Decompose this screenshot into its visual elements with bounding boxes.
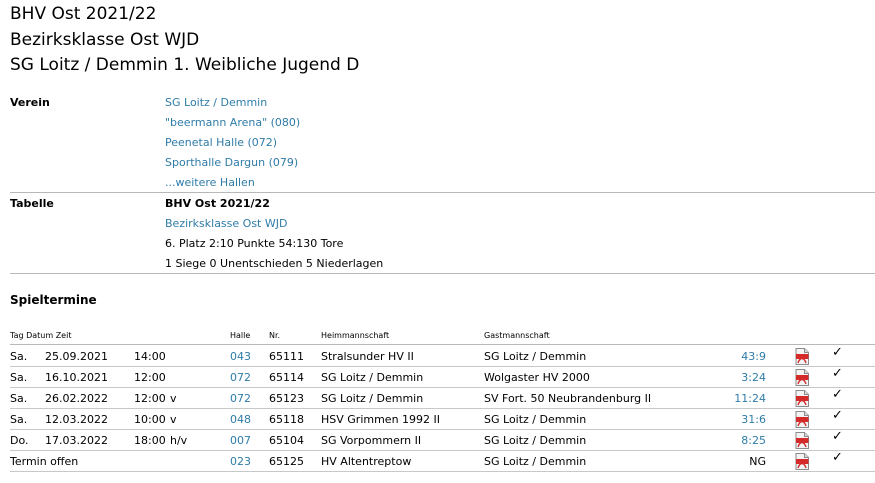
page-title-season: BHV Ost 2021/22 <box>10 4 157 24</box>
row-divider <box>10 408 875 409</box>
checkmark-icon: ✓ <box>832 366 843 381</box>
hall-link[interactable]: 007 <box>230 434 251 447</box>
divider <box>10 344 875 345</box>
game-time: 14:00 <box>134 350 166 363</box>
guest-team: SV Fort. 50 Neubrandenburg II <box>484 392 652 405</box>
hall-link[interactable]: 043 <box>230 350 251 363</box>
game-flag: v <box>170 413 177 426</box>
game-day: Sa. <box>10 392 28 405</box>
column-header-heimmannschaft: Heimmannschaft <box>321 331 390 340</box>
game-day: Do. <box>10 434 29 447</box>
hall-link[interactable]: 023 <box>230 455 251 468</box>
hall-link[interactable]: 048 <box>230 413 251 426</box>
table-row: Termin offen 023 65125 HV Altentreptow S… <box>10 450 875 472</box>
row-divider <box>10 471 875 472</box>
checkmark-icon: ✓ <box>832 429 843 444</box>
home-team: HSV Grimmen 1992 II <box>321 413 441 426</box>
checkmark-icon: ✓ <box>832 408 843 423</box>
checkmark-icon: ✓ <box>832 345 843 360</box>
pdf-file-icon[interactable] <box>795 348 809 365</box>
game-flag: v <box>170 392 177 405</box>
game-time: 12:00 <box>134 371 166 384</box>
column-header-halle: Halle <box>230 331 251 340</box>
game-number: 65114 <box>269 371 304 384</box>
game-date: 25.09.2021 <box>45 350 108 363</box>
home-team: SG Loitz / Demmin <box>321 371 424 384</box>
tabelle-position: 6. Platz 2:10 Punkte 54:130 Tore <box>165 237 344 250</box>
game-day: Sa. <box>10 371 28 384</box>
game-time: 18:00 <box>134 434 166 447</box>
home-team: SG Vorpommern II <box>321 434 422 447</box>
guest-team: SG Loitz / Demmin <box>484 434 587 447</box>
home-team: Stralsunder HV II <box>321 350 414 363</box>
game-number: 65125 <box>269 455 304 468</box>
section-title-spieltermine: Spieltermine <box>10 293 97 307</box>
game-date: 26.02.2022 <box>45 392 108 405</box>
pdf-file-icon[interactable] <box>795 369 809 386</box>
row-divider <box>10 387 875 388</box>
divider <box>10 192 875 193</box>
table-row: Do. 17.03.2022 18:00 h/v 007 65104 SG Vo… <box>10 429 875 451</box>
league-link[interactable]: Bezirksklasse Ost WJD <box>165 217 288 230</box>
column-header-gastmannschaft: Gastmannschaft <box>484 331 550 340</box>
tabelle-record: 1 Siege 0 Unentschieden 5 Niederlagen <box>165 257 384 270</box>
game-result: NG <box>749 455 766 468</box>
hall-link[interactable]: 072 <box>230 392 251 405</box>
pdf-file-icon[interactable] <box>795 390 809 407</box>
pdf-file-icon[interactable] <box>795 432 809 449</box>
table-row: Sa. 26.02.2022 12:00 v 072 65123 SG Loit… <box>10 387 875 409</box>
verein-label: Verein <box>10 96 50 109</box>
result-link[interactable]: 43:9 <box>741 350 766 363</box>
result-link[interactable]: 31:6 <box>741 413 766 426</box>
result-link[interactable]: 3:24 <box>741 371 766 384</box>
divider <box>10 273 875 274</box>
game-date: 12.03.2022 <box>45 413 108 426</box>
guest-team: Wolgaster HV 2000 <box>484 371 590 384</box>
table-row: Sa. 25.09.2021 14:00 043 65111 Stralsund… <box>10 345 875 367</box>
row-divider <box>10 366 875 367</box>
row-divider <box>10 450 875 451</box>
game-flag: h/v <box>170 434 188 447</box>
checkmark-icon: ✓ <box>832 387 843 402</box>
tabelle-label: Tabelle <box>10 197 54 210</box>
pdf-file-icon[interactable] <box>795 453 809 470</box>
column-header-tag-datum-zeit: Tag Datum Zeit <box>10 331 72 340</box>
home-team: HV Altentreptow <box>321 455 412 468</box>
more-halls-link[interactable]: ...weitere Hallen <box>165 176 255 189</box>
hall-link[interactable]: 072 <box>230 371 251 384</box>
pdf-file-icon[interactable] <box>795 411 809 428</box>
table-row: Sa. 12.03.2022 10:00 v 048 65118 HSV Gri… <box>10 408 875 430</box>
game-number: 65111 <box>269 350 304 363</box>
hall-link-peenetal[interactable]: Peenetal Halle (072) <box>165 136 278 149</box>
game-time: 10:00 <box>134 413 166 426</box>
game-time: 12:00 <box>134 392 166 405</box>
game-date: 17.03.2022 <box>45 434 108 447</box>
page-title-team: SG Loitz / Demmin 1. Weibliche Jugend D <box>10 55 360 75</box>
club-link[interactable]: SG Loitz / Demmin <box>165 96 268 109</box>
column-header-nr: Nr. <box>269 331 281 340</box>
guest-team: SG Loitz / Demmin <box>484 413 587 426</box>
hall-link-beermann[interactable]: "beermann Arena" (080) <box>165 116 301 129</box>
checkmark-icon: ✓ <box>832 450 843 465</box>
game-day: Sa. <box>10 413 28 426</box>
tabelle-season: BHV Ost 2021/22 <box>165 197 270 210</box>
game-number: 65123 <box>269 392 304 405</box>
game-day: Termin offen <box>10 455 79 468</box>
hall-link-dargun[interactable]: Sporthalle Dargun (079) <box>165 156 299 169</box>
result-link[interactable]: 11:24 <box>734 392 766 405</box>
game-number: 65118 <box>269 413 304 426</box>
result-link[interactable]: 8:25 <box>741 434 766 447</box>
game-number: 65104 <box>269 434 304 447</box>
home-team: SG Loitz / Demmin <box>321 392 424 405</box>
game-date: 16.10.2021 <box>45 371 108 384</box>
row-divider <box>10 429 875 430</box>
page-title-league: Bezirksklasse Ost WJD <box>10 30 200 50</box>
game-day: Sa. <box>10 350 28 363</box>
table-row: Sa. 16.10.2021 12:00 072 65114 SG Loitz … <box>10 366 875 388</box>
guest-team: SG Loitz / Demmin <box>484 455 587 468</box>
guest-team: SG Loitz / Demmin <box>484 350 587 363</box>
